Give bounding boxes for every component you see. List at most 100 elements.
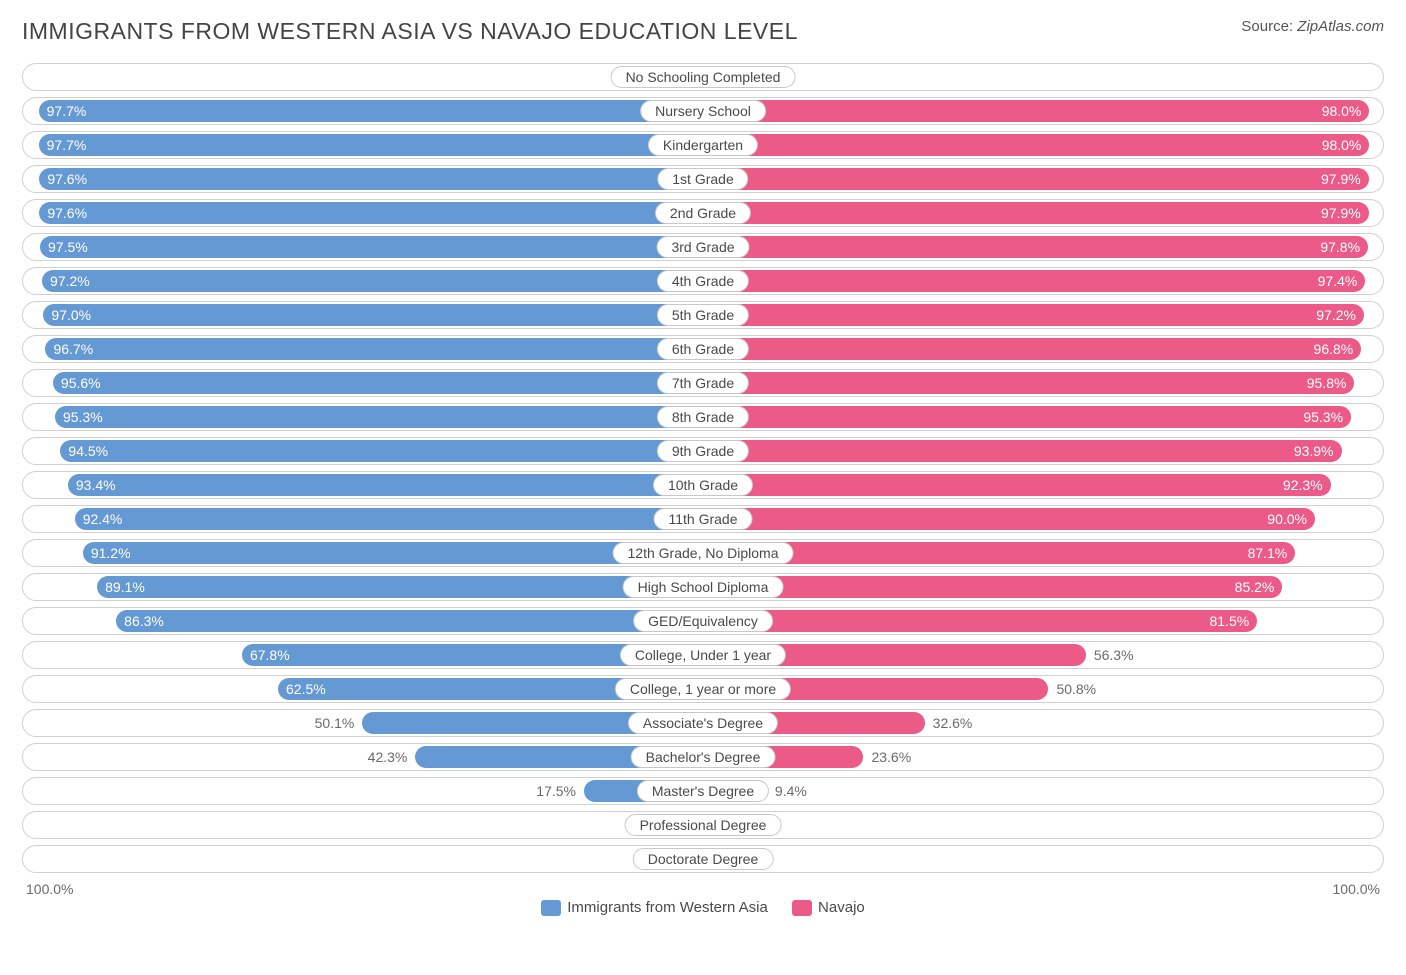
bar-left: [39, 168, 703, 190]
value-label-right: 23.6%: [871, 749, 911, 765]
chart-row: 50.1%32.6%Associate's Degree: [22, 709, 1384, 737]
chart-title: IMMIGRANTS FROM WESTERN ASIA VS NAVAJO E…: [22, 18, 798, 45]
bar-right: [703, 236, 1368, 258]
category-pill: Master's Degree: [637, 780, 769, 802]
chart-row: 5.4%2.9%Professional Degree: [22, 811, 1384, 839]
value-label-right: 56.3%: [1094, 647, 1134, 663]
bar-right: [703, 406, 1351, 428]
category-pill: 4th Grade: [657, 270, 749, 292]
category-pill: 5th Grade: [657, 304, 749, 326]
value-label-right: 97.8%: [1320, 239, 1360, 255]
legend-swatch-left: [541, 900, 561, 916]
value-label-right: 95.8%: [1307, 375, 1347, 391]
value-label-left: 91.2%: [91, 545, 131, 561]
chart-row: 97.2%97.4%4th Grade: [22, 267, 1384, 295]
value-label-right: 95.3%: [1303, 409, 1343, 425]
x-axis: 100.0% 100.0%: [22, 879, 1384, 897]
chart-row: 2.2%1.4%Doctorate Degree: [22, 845, 1384, 873]
value-label-right: 92.3%: [1283, 477, 1323, 493]
bar-right: [703, 372, 1354, 394]
value-label-left: 62.5%: [286, 681, 326, 697]
value-label-left: 97.5%: [48, 239, 88, 255]
value-label-right: 93.9%: [1294, 443, 1334, 459]
chart-row: 89.1% 85.2% High School Diploma: [22, 573, 1384, 601]
chart-row: 62.5% 50.8% College, 1 year or more: [22, 675, 1384, 703]
chart-row: 17.5%9.4%Master's Degree: [22, 777, 1384, 805]
category-pill: 9th Grade: [657, 440, 749, 462]
chart-row: 67.8%56.3%College, Under 1 year: [22, 641, 1384, 669]
chart-row: 42.3%23.6%Bachelor's Degree: [22, 743, 1384, 771]
bar-right: [703, 168, 1369, 190]
bar-right: [703, 134, 1369, 156]
category-pill: 12th Grade, No Diploma: [613, 542, 794, 564]
bar-right: [703, 100, 1369, 122]
bar-left: [43, 304, 703, 326]
chart-row: 92.4%90.0%11th Grade: [22, 505, 1384, 533]
diverging-bar-chart: 2.3%2.1%No Schooling Completed 97.7%98.0%…: [22, 63, 1384, 873]
chart-row: 97.5%97.8%3rd Grade: [22, 233, 1384, 261]
value-label-left: 17.5%: [536, 783, 576, 799]
bar-left: [39, 202, 703, 224]
bar-right: [703, 304, 1364, 326]
value-label-right: 32.6%: [933, 715, 973, 731]
chart-row: 94.5% 93.9% 9th Grade: [22, 437, 1384, 465]
chart-row: 91.2%87.1%12th Grade, No Diploma: [22, 539, 1384, 567]
legend-item-left: Immigrants from Western Asia: [541, 899, 768, 916]
category-pill: College, 1 year or more: [615, 678, 791, 700]
category-pill: Professional Degree: [625, 814, 782, 836]
bar-right: [703, 440, 1342, 462]
value-label-left: 86.3%: [124, 613, 164, 629]
value-label-right: 97.9%: [1321, 171, 1361, 187]
value-label-right: 85.2%: [1235, 579, 1275, 595]
chart-row: 97.6%97.9%2nd Grade: [22, 199, 1384, 227]
bar-right: [703, 338, 1361, 360]
bar-right: [703, 202, 1369, 224]
category-pill: High School Diploma: [623, 576, 784, 598]
bar-left: [45, 338, 703, 360]
chart-row: 96.7%96.8%6th Grade: [22, 335, 1384, 363]
source-site: ZipAtlas.com: [1297, 18, 1384, 35]
category-pill: Nursery School: [640, 100, 766, 122]
category-pill: 1st Grade: [657, 168, 748, 190]
bar-right: [703, 610, 1257, 632]
legend-label-left: Immigrants from Western Asia: [567, 899, 768, 916]
value-label-left: 93.4%: [76, 477, 116, 493]
bar-left: [60, 440, 703, 462]
chart-source: Source: ZipAtlas.com: [1241, 18, 1384, 35]
bar-left: [53, 372, 703, 394]
bar-right: [703, 270, 1365, 292]
value-label-right: 81.5%: [1209, 613, 1249, 629]
value-label-left: 95.6%: [61, 375, 101, 391]
bar-left: [39, 134, 703, 156]
bar-left: [83, 542, 703, 564]
bar-left: [39, 100, 703, 122]
value-label-left: 94.5%: [68, 443, 108, 459]
category-pill: 8th Grade: [657, 406, 749, 428]
chart-row: 2.3%2.1%No Schooling Completed: [22, 63, 1384, 91]
value-label-right: 96.8%: [1314, 341, 1354, 357]
category-pill: GED/Equivalency: [633, 610, 773, 632]
bar-left: [42, 270, 703, 292]
category-pill: 2nd Grade: [655, 202, 751, 224]
category-pill: Kindergarten: [648, 134, 758, 156]
category-pill: 7th Grade: [657, 372, 749, 394]
value-label-right: 90.0%: [1267, 511, 1307, 527]
category-pill: 10th Grade: [653, 474, 753, 496]
bar-right: [703, 508, 1315, 530]
bar-left: [40, 236, 703, 258]
category-pill: 6th Grade: [657, 338, 749, 360]
bar-right: [703, 576, 1282, 598]
bar-left: [75, 508, 703, 530]
value-label-left: 42.3%: [368, 749, 408, 765]
category-pill: College, Under 1 year: [620, 644, 786, 666]
source-label: Source:: [1241, 18, 1297, 35]
value-label-left: 97.2%: [50, 273, 90, 289]
value-label-left: 92.4%: [83, 511, 123, 527]
chart-header: IMMIGRANTS FROM WESTERN ASIA VS NAVAJO E…: [22, 18, 1384, 45]
value-label-right: 50.8%: [1056, 681, 1096, 697]
legend-label-right: Navajo: [818, 899, 865, 916]
chart-row: 97.7%98.0%Nursery School: [22, 97, 1384, 125]
bar-right: [703, 474, 1331, 496]
value-label-left: 97.6%: [47, 205, 87, 221]
value-label-left: 89.1%: [105, 579, 145, 595]
